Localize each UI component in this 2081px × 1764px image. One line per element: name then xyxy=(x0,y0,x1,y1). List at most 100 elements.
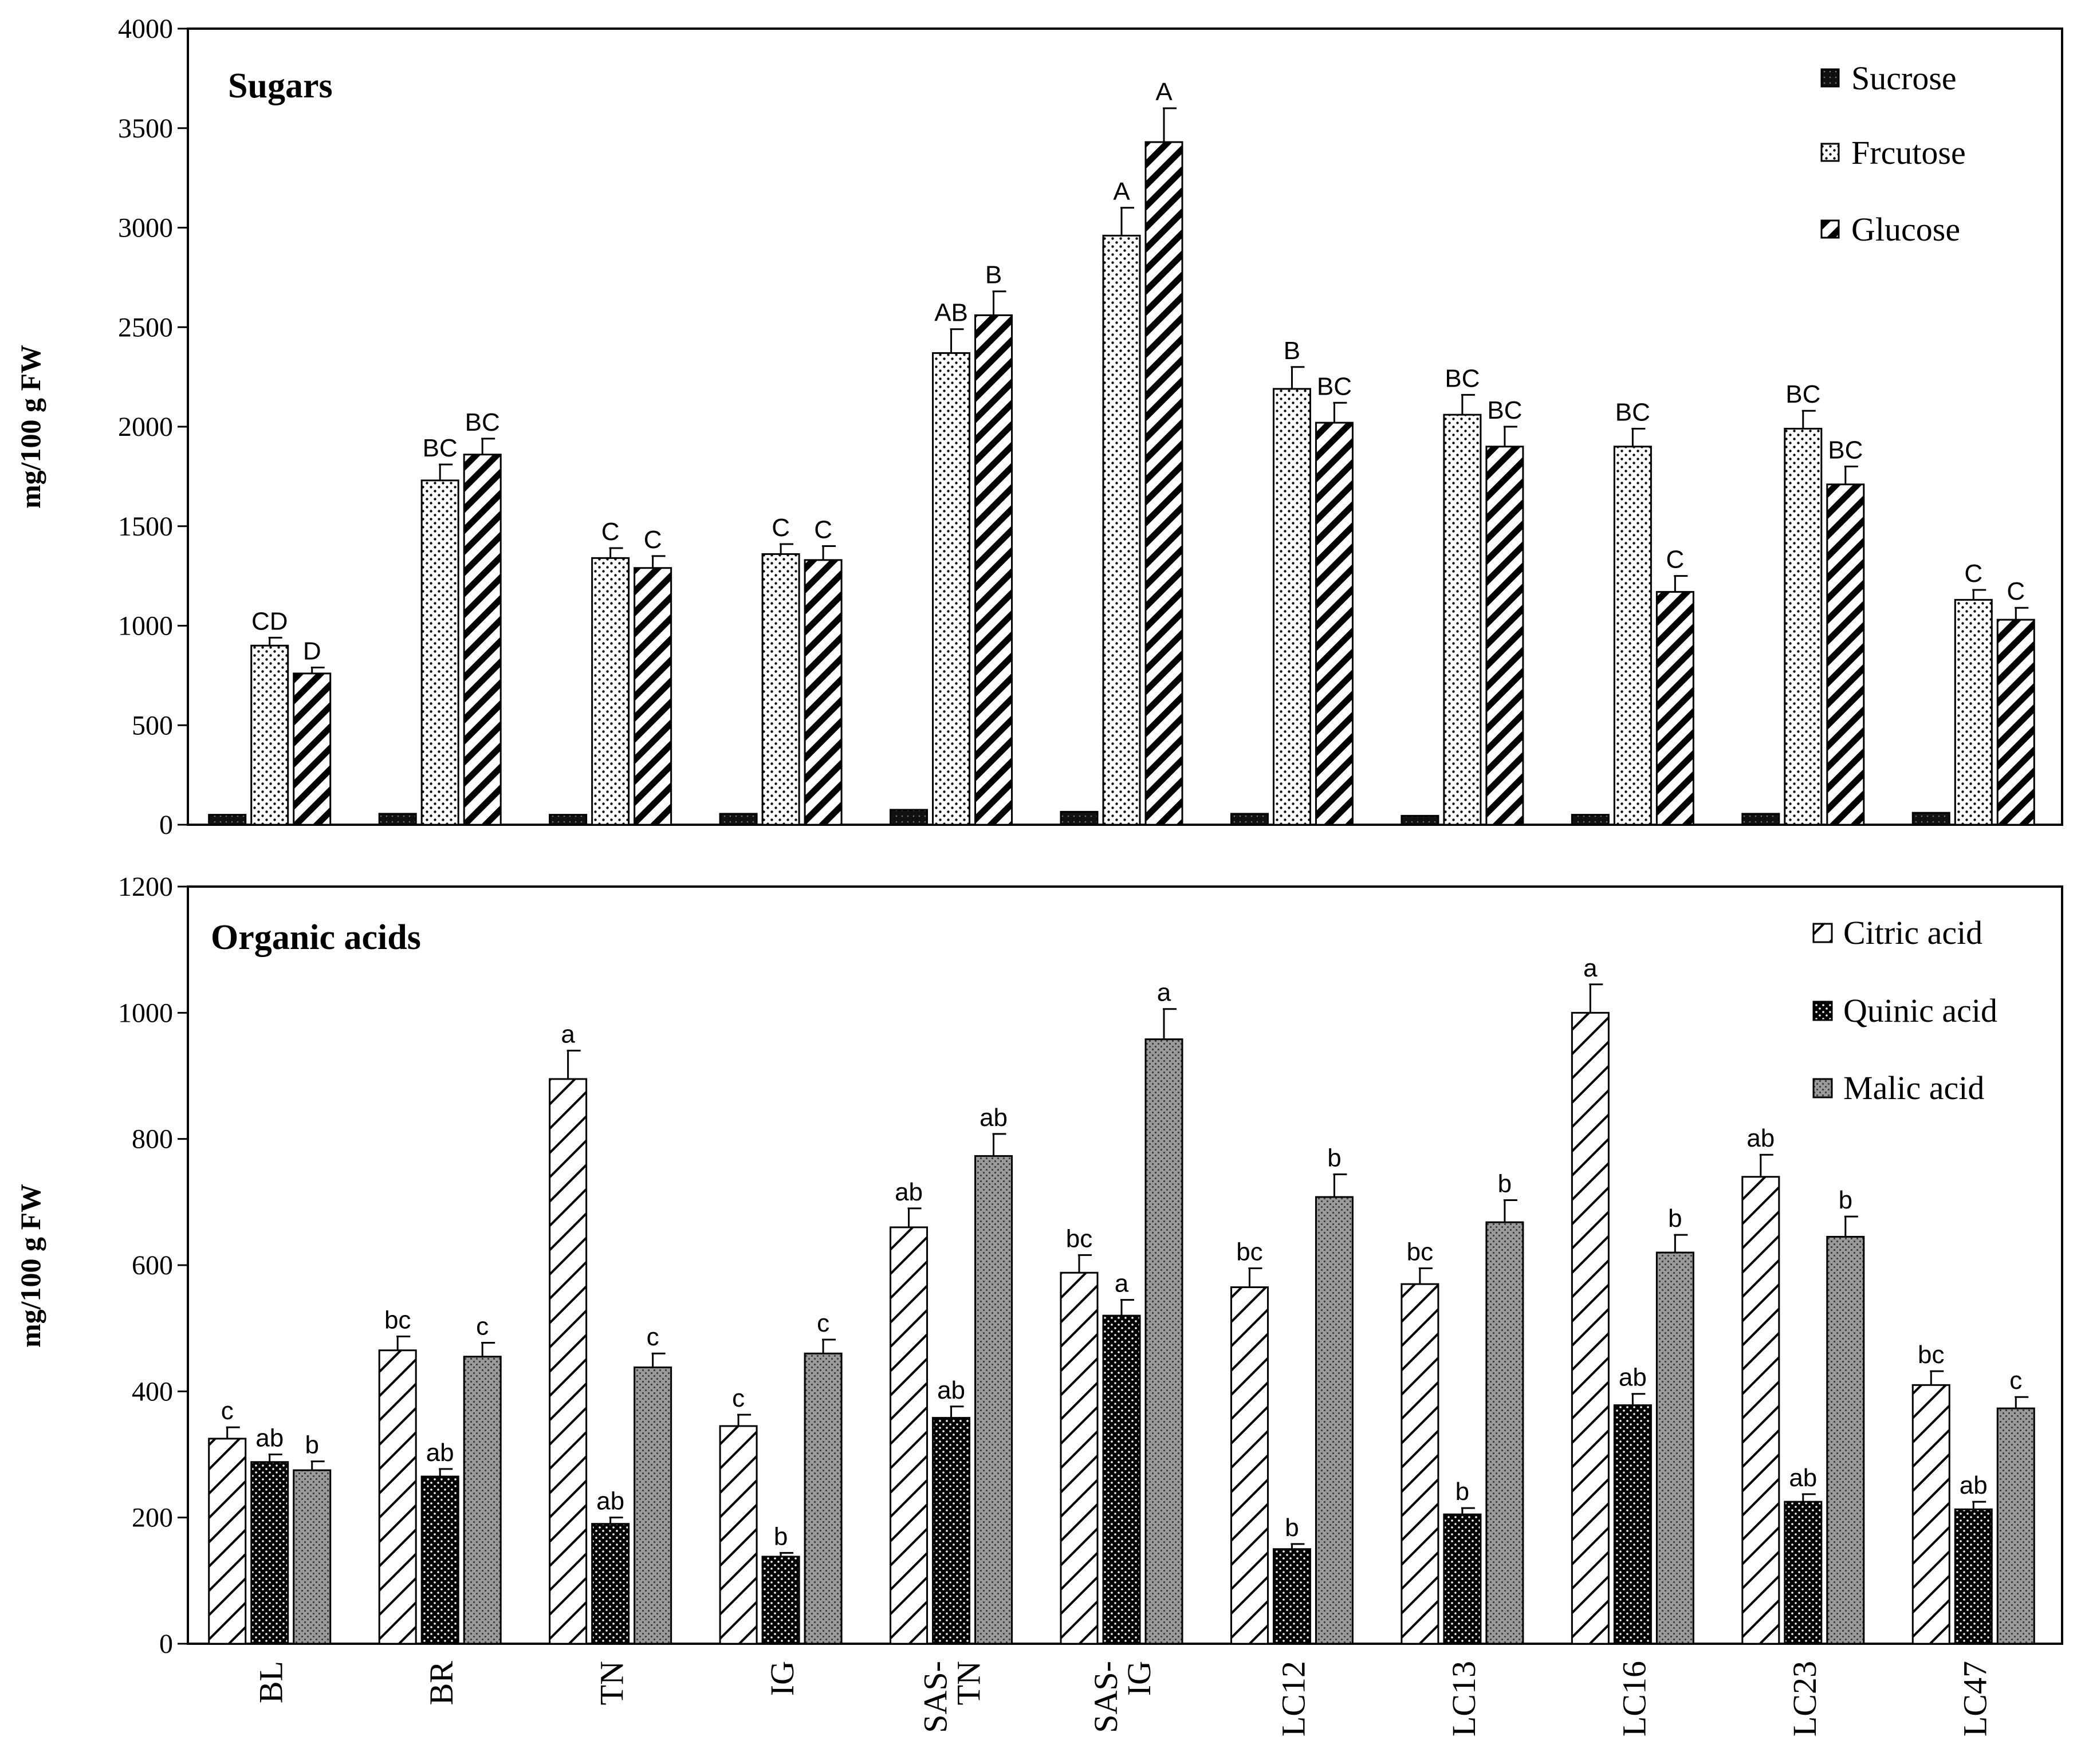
x-category-label-line: IG xyxy=(1120,1661,1158,1696)
x-category-label-line: TN xyxy=(950,1661,988,1705)
significance-label: C xyxy=(644,526,662,554)
bar xyxy=(1571,814,1610,826)
bar-group: ab ab ab xyxy=(890,1104,1013,1645)
bar-group: bc b b xyxy=(1230,1144,1354,1645)
bar xyxy=(761,553,800,826)
significance-label: b xyxy=(1327,1144,1341,1172)
x-category-label-line: IG xyxy=(764,1661,801,1696)
bar xyxy=(1485,446,1524,826)
bar xyxy=(1102,1314,1141,1645)
y-axis-title: mg/100 g FW xyxy=(14,1184,46,1348)
significance-label: ab xyxy=(596,1487,624,1515)
bar xyxy=(634,567,672,826)
bar-group: AB B xyxy=(890,261,1013,826)
significance-label: ab xyxy=(895,1178,923,1206)
bar-group: a ab c xyxy=(549,1020,672,1645)
bar xyxy=(1272,388,1311,826)
bar xyxy=(1144,1038,1183,1645)
bar xyxy=(1102,234,1141,826)
bar xyxy=(974,314,1013,826)
significance-label: a xyxy=(561,1020,575,1048)
bar xyxy=(1826,1235,1865,1645)
significance-label: BC xyxy=(1828,436,1863,464)
bar-group: a ab b xyxy=(1571,954,1694,1645)
legend-swatch-quinic-acid xyxy=(1812,1001,1833,1021)
significance-label: BC xyxy=(1785,380,1820,408)
bar xyxy=(761,1556,800,1645)
bar xyxy=(420,1475,459,1645)
significance-label: bc xyxy=(1407,1238,1433,1266)
x-category-label: SAS-IG xyxy=(1087,1661,1158,1733)
legend-label: Quinic acid xyxy=(1843,992,1997,1029)
bar xyxy=(293,1469,332,1645)
bar xyxy=(634,1366,672,1645)
bar xyxy=(208,1438,247,1645)
legend-swatch-frcutose xyxy=(1820,143,1840,162)
x-category-label: IG xyxy=(764,1661,801,1696)
significance-label: c xyxy=(647,1323,659,1351)
y-tick-label: 1200 xyxy=(118,872,173,902)
significance-label: bc xyxy=(1236,1238,1262,1266)
x-category-label: LC23 xyxy=(1786,1661,1823,1737)
bar xyxy=(378,813,417,826)
significance-label: C xyxy=(814,516,832,544)
significance-label: b xyxy=(305,1431,318,1459)
legend-swatch-sucrose xyxy=(1820,68,1840,88)
bar xyxy=(974,1155,1013,1645)
significance-label: ab xyxy=(426,1439,454,1467)
y-tick-label: 600 xyxy=(132,1250,173,1281)
bar xyxy=(1996,1407,2035,1645)
bar-group: AA xyxy=(1060,78,1183,826)
legend-item-glucose: Glucose xyxy=(1820,211,1960,248)
y-axis-title: mg/100 g FW xyxy=(14,345,46,509)
significance-label: BC xyxy=(423,434,458,462)
bar-group: CD D xyxy=(208,607,332,826)
legend-item-malic-acid: Malic acid xyxy=(1812,1069,1984,1107)
bar-group: bc ab c xyxy=(378,1306,502,1645)
bar-group: BC BC xyxy=(1741,380,1865,826)
significance-label: c xyxy=(221,1397,234,1425)
bar xyxy=(1443,414,1482,826)
bar xyxy=(1230,813,1269,826)
y-tick-label: 500 xyxy=(132,710,173,741)
y-tick-label: 3500 xyxy=(118,113,173,144)
bar xyxy=(890,1226,929,1645)
bar xyxy=(719,1425,758,1645)
y-tick-label: 800 xyxy=(132,1124,173,1155)
bar xyxy=(420,479,459,826)
y-tick-label: 0 xyxy=(159,810,173,840)
bar xyxy=(1272,1548,1311,1645)
x-category-label: BL xyxy=(253,1661,290,1703)
bar-group: CC xyxy=(1911,560,2035,826)
legend-label: Glucose xyxy=(1851,211,1960,248)
bars: cab bbcabcaabccbcabababbcaabcbbbcbbaabbab… xyxy=(208,954,2035,1645)
legend-item-frcutose: Frcutose xyxy=(1820,134,1966,171)
significance-label: ab xyxy=(1960,1471,1988,1499)
x-category-label-line: LC16 xyxy=(1615,1661,1653,1737)
legend-swatch-malic-acid xyxy=(1812,1078,1833,1098)
bar xyxy=(804,559,843,826)
significance-label: ab xyxy=(979,1104,1008,1132)
y-axis: 0 200 400 600 800 1000 1200 xyxy=(118,872,188,1659)
significance-label: B xyxy=(985,261,1002,289)
x-category-label-line: LC47 xyxy=(1956,1661,1993,1737)
significance-label: a xyxy=(1115,1270,1129,1298)
significance-label: ab xyxy=(1789,1464,1817,1492)
significance-label: c xyxy=(476,1313,489,1341)
bar xyxy=(932,352,971,826)
bar xyxy=(1741,813,1780,826)
bar xyxy=(250,1461,289,1645)
x-category-label: TN xyxy=(593,1661,631,1705)
x-category-label-line: LC12 xyxy=(1274,1661,1312,1737)
significance-label: c xyxy=(732,1384,745,1412)
significance-label: bc xyxy=(1918,1341,1944,1369)
significance-label: b xyxy=(1455,1478,1469,1506)
bar xyxy=(1571,1011,1610,1645)
bar xyxy=(208,814,247,826)
significance-label: ab xyxy=(1746,1124,1775,1152)
